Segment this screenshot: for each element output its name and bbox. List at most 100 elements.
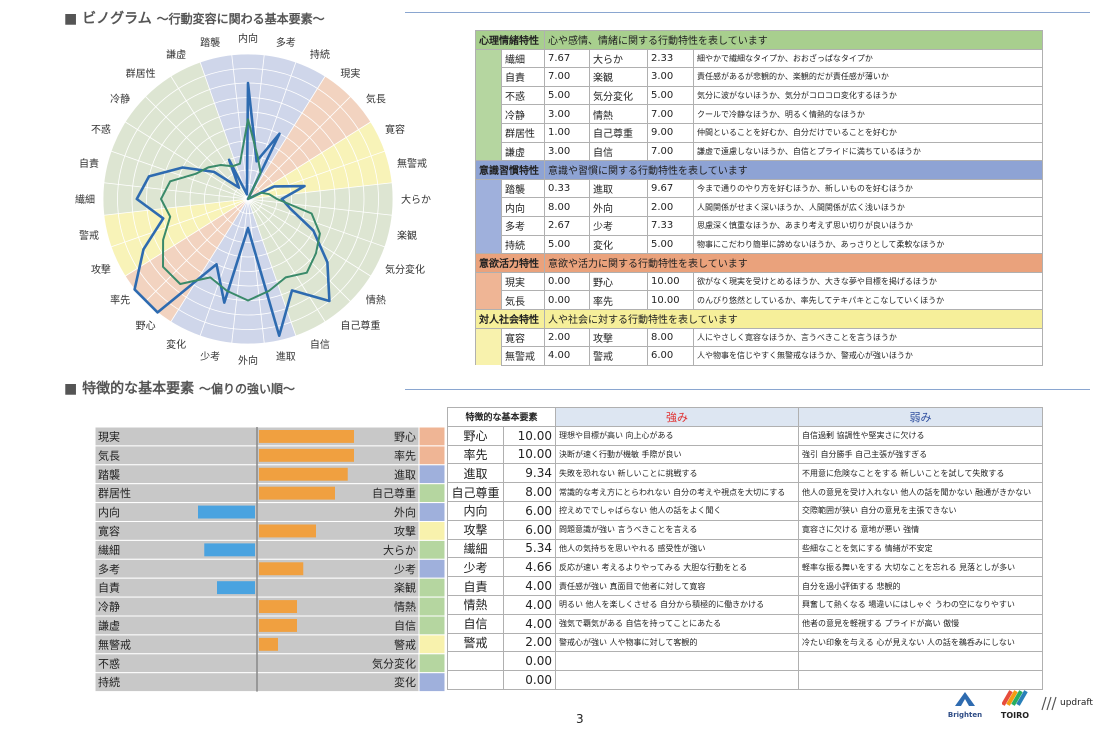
char-row: 野心 10.00 理想や目標が高い 向上心がある 自信過剰 協調性や堅実さに欠ける: [447, 425, 1043, 446]
trait-left-name: 自責: [501, 67, 545, 87]
trait-description: 人間関係がせまく深いほうか、人間関係が広く浅いほうか: [693, 197, 1043, 217]
char-row: 率先 10.00 決断が速く行動が機敏 手際が良い 強引 自分勝手 自己主張が強すぎる: [447, 444, 1043, 465]
trait-right-value: 5.00: [647, 85, 694, 106]
char-name: [447, 670, 504, 690]
trait-left-name: 寛容: [501, 327, 545, 348]
bar-left-label: 踏襲: [98, 467, 120, 481]
trait-right-value: 10.00: [647, 271, 694, 292]
bar-left-value: [217, 581, 255, 595]
char-strength: 問題意識が強い 言うべきことを言える: [555, 519, 800, 540]
radar-sector: [145, 199, 248, 322]
bar-right-label: 気分変化: [372, 656, 416, 670]
trait-left-name: 群居性: [501, 122, 545, 143]
bar-right-value: [259, 637, 278, 651]
toiro-logo-text: TOIRO: [1000, 711, 1030, 720]
radar-axis-label: 野心: [136, 320, 156, 332]
trait-right-name: 気分変化: [589, 85, 648, 106]
radar-sector: [248, 76, 351, 199]
char-row: 攻撃 6.00 問題意識が強い 言うべきことを言える 寛容さに欠ける 意地が悪い 強情: [447, 519, 1043, 540]
trait-category-name: 対人社会特性: [475, 308, 545, 329]
trait-right-name: 野心: [589, 271, 648, 292]
trait-left-value: 1.00: [544, 122, 590, 143]
bar-left-label: 気長: [98, 448, 120, 462]
trait-right-value: 7.33: [647, 215, 694, 236]
radar-axis-label: 持続: [310, 48, 330, 61]
radar-spoke: [125, 198, 249, 277]
trait-right-name: 自己尊重: [589, 122, 648, 143]
toiro-logo: TOIRO: [995, 686, 1035, 720]
bar-right-value: [259, 524, 316, 538]
radar-sector: [170, 199, 248, 336]
char-weakness: 交際範囲が狭い 自分の意見を主張できない: [798, 500, 1043, 521]
trait-side-bar: [475, 86, 502, 105]
trait-right-value: 9.67: [647, 178, 694, 199]
bar-right-label: 自信: [394, 620, 416, 633]
updraft-logo: updraft: [1040, 694, 1098, 712]
radar-axis-label: 不惑: [91, 123, 111, 136]
trait-side-bar: [475, 216, 502, 236]
updraft-mark-icon: [1041, 696, 1057, 711]
bar-category-swatch: [418, 596, 446, 617]
bar-left-label: 多考: [98, 562, 120, 576]
trait-right-value: 10.00: [647, 290, 694, 310]
trait-right-value: 2.00: [647, 197, 694, 217]
radar-axis-label: 群居性: [126, 67, 156, 80]
trait-left-value: 5.00: [544, 85, 590, 106]
radar-spoke: [111, 150, 249, 200]
trait-right-value: 2.33: [647, 48, 694, 69]
char-weakness: [798, 670, 1043, 690]
char-strength: 他人の気持ちを思いやれる 感受性が強い: [555, 538, 800, 559]
char-name: 情熱: [447, 594, 504, 615]
char-name: 少考: [447, 557, 504, 578]
char-value: 2.00: [502, 632, 557, 653]
bar-category-swatch: [418, 464, 446, 485]
bar-left-label: 自責: [98, 581, 120, 595]
bar-category-swatch: [418, 539, 446, 560]
trait-description: 欲がなく現実を受けとめるほうか、大きな夢や目標を掲げるほうか: [693, 271, 1043, 292]
trait-left-value: 2.67: [544, 215, 590, 236]
char-value: 6.00: [502, 519, 557, 540]
char-weakness: 寛容さに欠ける 意地が悪い 強情: [798, 519, 1043, 540]
trait-row: 現実 0.00 野心 10.00 欲がなく現実を受けとめるほうか、大きな夢や目標を掲げる…: [475, 271, 1043, 292]
updraft-logo-text: updraft: [1060, 698, 1093, 708]
trait-description: 責任感があるが悲観的か、楽観的だが責任感が薄いか: [693, 67, 1043, 87]
trait-side-bar: [475, 67, 502, 87]
bar-category-swatch: [418, 483, 446, 504]
trait-right-value: 6.00: [647, 346, 694, 366]
radar-spoke: [247, 198, 393, 216]
radar-axis-label: 大らか: [401, 193, 431, 206]
mid-rule: [405, 389, 1090, 390]
bar-right-label: 大らか: [383, 543, 416, 557]
char-value: 0.00: [502, 651, 557, 672]
char-strength: [555, 670, 800, 690]
trait-category-desc: 意識や習慣に関する行動特性を表しています: [544, 160, 1043, 180]
radar-spoke: [247, 96, 351, 200]
radar-sector: [200, 199, 248, 344]
char-weakness: 興奮して熱くなる 場違いにはしゃぐ うわの空になりやすい: [798, 594, 1043, 615]
trait-right-name: 少考: [589, 215, 648, 236]
bar-category-swatch: [418, 558, 446, 579]
char-weakness: 冷たい印象を与える 心が見えない 人の話を鵜呑みにしない: [798, 632, 1043, 653]
radar-sector: [125, 199, 248, 302]
char-name: 自信: [447, 613, 504, 634]
trait-right-value: 5.00: [647, 234, 694, 255]
radar-axis-label: 自責: [79, 157, 99, 170]
bar-right-label: 情熱: [394, 601, 416, 614]
radar-section-title: ■ ビノグラム ～行動変容に関わる基本要素～: [64, 11, 325, 27]
trait-side-bar: [475, 346, 502, 366]
trait-right-name: 攻撃: [589, 327, 648, 348]
radar-sector: [103, 151, 248, 199]
trait-description: 思慮深く慎重なほうか、あまり考えず思い切りが良いほうか: [693, 215, 1043, 236]
char-section-title: ■ 特徴的な基本要素 ～偏りの強い順～: [64, 381, 295, 397]
trait-description: 今まで通りのやり方を好むほうか、新しいものを好むほうか: [693, 178, 1043, 199]
radar-axis-label: 変化: [166, 338, 186, 351]
trait-description: のんびり悠然としているか、率先してテキパキとこなしていくほうか: [693, 290, 1043, 310]
char-value: 10.00: [502, 444, 557, 465]
char-strength: [555, 651, 800, 672]
radar-sector: [248, 199, 351, 322]
radar-sector: [248, 54, 296, 199]
char-strength: 失敗を恐れない 新しいことに挑戦する: [555, 463, 800, 484]
radar-sector: [248, 199, 326, 336]
char-strength: 理想や目標が高い 向上心がある: [555, 425, 800, 446]
trait-row: 不惑 5.00 気分変化 5.00 気分に波がないほうか、気分がコロコロ変化するほうか: [475, 85, 1043, 106]
